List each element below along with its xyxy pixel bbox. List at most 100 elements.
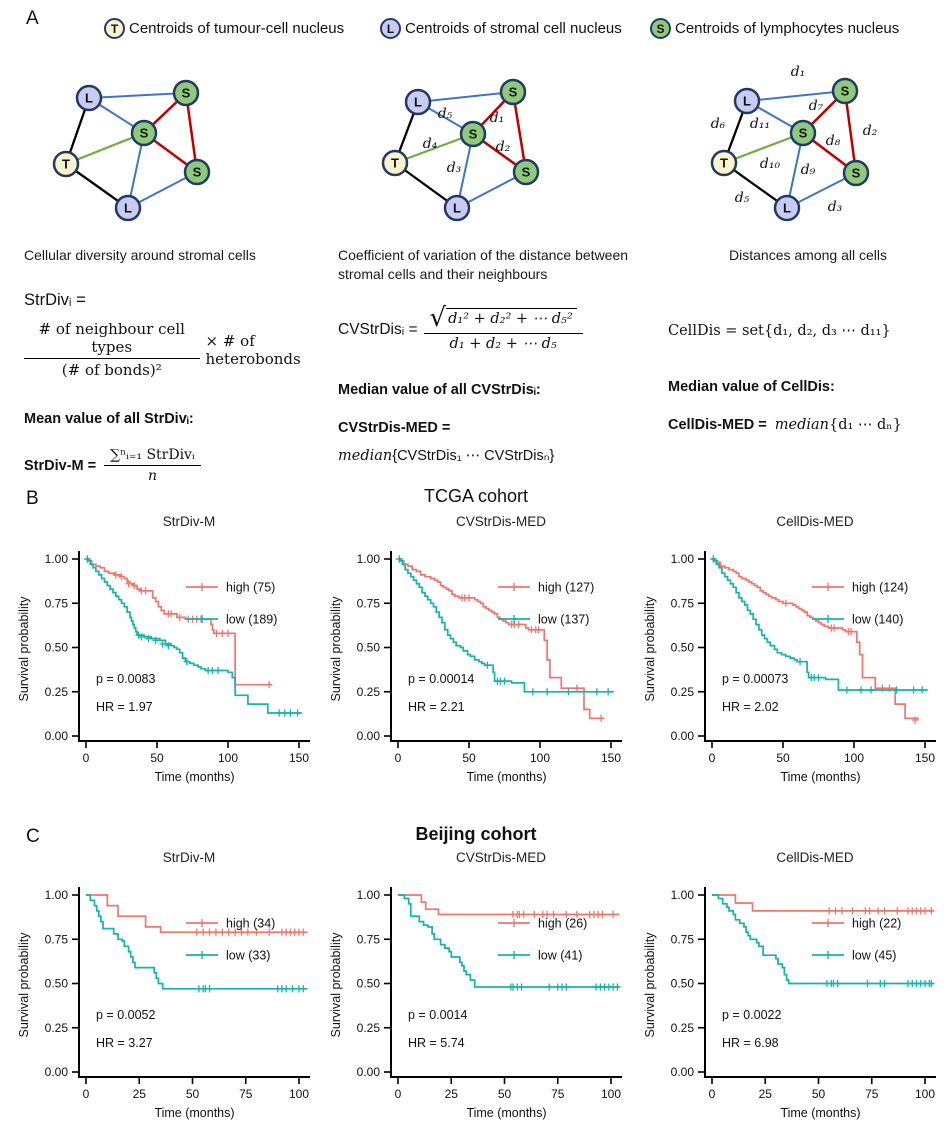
y-axis-label: Survival probability xyxy=(329,932,343,1038)
graph-node-S: S xyxy=(130,119,158,147)
y-tick-label: 0.25 xyxy=(45,1021,69,1035)
graph-edge-red xyxy=(843,90,858,174)
panel-c-label: C xyxy=(26,826,40,847)
x-tick-label: 100 xyxy=(844,751,864,765)
y-tick-label: 0.00 xyxy=(357,729,381,743)
y-tick-label: 1.00 xyxy=(45,552,69,566)
hazard-ratio-label: HR = 2.21 xyxy=(408,700,465,714)
y-tick-label: 0.00 xyxy=(45,1065,69,1079)
km-plot-beijing-strdiv: StrDiv-M 0.00 0.25 0.50 0.75 1.00 0 25 50 75 100 T… xyxy=(14,850,322,1144)
column-cvstrdis: Coefficient of variation of the distance… xyxy=(338,246,650,464)
graph-node-S: S xyxy=(499,78,527,106)
cell-graph-diagram-2: L S S T S Ld₅ d₁ d₄ d₂ d₃ xyxy=(381,78,540,222)
x-tick-label: 25 xyxy=(445,1087,459,1101)
legend-label-low: low (189) xyxy=(226,613,277,627)
agg-lhs: StrDiv-M = xyxy=(24,457,97,474)
celldis-agg-title: Median value of CellDis: xyxy=(668,379,835,395)
distance-label: d₁ xyxy=(490,110,505,126)
legend-item-lymphocyte: S Centroids of lymphocytes nucleus xyxy=(650,18,899,39)
y-tick-label: 0.75 xyxy=(671,596,695,610)
x-tick-label: 100 xyxy=(915,1087,935,1101)
celldis-formula: CellDis = set{d₁, d₂, d₃ ⋯ d₁₁} xyxy=(668,323,891,339)
y-axis-label: Survival probability xyxy=(17,596,31,702)
km-plot-title: StrDiv-M xyxy=(162,514,216,529)
km-plot-tcga-strdiv: StrDiv-M 0.00 0.25 0.50 0.75 1.00 0 50 100 150 Ti… xyxy=(14,514,322,808)
cvstrdis-definition-lhs: CVStrDisᵢ = xyxy=(338,321,418,338)
median-word: median xyxy=(338,448,393,464)
distance-label: d₅ xyxy=(438,106,453,122)
graph-node-S: S xyxy=(842,159,870,187)
svg-text:S: S xyxy=(469,127,478,142)
x-tick-label: 75 xyxy=(551,1087,565,1101)
graph-edge-blue xyxy=(88,92,187,99)
legend-label-low: low (137) xyxy=(538,613,589,627)
legend-item-stromal: L Centroids of stromal cell nucleus xyxy=(380,18,622,39)
y-tick-label: 0.00 xyxy=(45,729,69,743)
svg-text:S: S xyxy=(841,84,850,99)
svg-text:L: L xyxy=(453,201,461,216)
km-chart-tcga-strdiv: 0.00 0.25 0.50 0.75 1.00 0 50 100 150 Time (month… xyxy=(17,551,310,784)
distance-label: d₄ xyxy=(423,136,438,152)
y-axis-label: Survival probability xyxy=(329,596,343,702)
x-tick-label: 50 xyxy=(812,1087,826,1101)
x-tick-label: 0 xyxy=(709,751,716,765)
x-axis-label: Time (months) xyxy=(466,770,546,784)
graph-node-L: L xyxy=(733,87,761,115)
sqrt-icon: √ xyxy=(429,303,447,333)
y-tick-label: 0.25 xyxy=(45,685,69,699)
cvstrdis-agg-expr: median{CVStrDis₁ ⋯ CVStrDisₙ} xyxy=(338,448,650,464)
y-tick-label: 1.00 xyxy=(671,552,695,566)
formula-suffix: × # of heterobonds xyxy=(205,331,301,368)
svg-text:T: T xyxy=(391,156,399,171)
x-tick-label: 75 xyxy=(865,1087,879,1101)
y-tick-label: 0.25 xyxy=(671,685,695,699)
x-tick-label: 0 xyxy=(395,751,402,765)
y-axis-label: Survival probability xyxy=(17,932,31,1038)
km-plot-title: StrDiv-M xyxy=(162,850,216,865)
distance-label: d₅ xyxy=(735,190,750,206)
svg-text:S: S xyxy=(509,85,518,100)
p-value-label: p = 0.0022 xyxy=(722,1008,781,1022)
y-tick-label: 0.75 xyxy=(45,932,69,946)
cell-graph-diagram-3: L S S T S Ld₁ d₇ d₆ d₁₁ d₂ d₈ d₁₀ d₉ d₅ d₃ xyxy=(711,64,878,222)
legend-label-low: low (45) xyxy=(852,949,896,963)
km-curve-low xyxy=(712,894,934,985)
y-tick-label: 0.50 xyxy=(45,977,69,991)
graph-node-S: S xyxy=(831,77,859,105)
x-tick-label: 50 xyxy=(498,1087,512,1101)
km-chart-beijing-strdiv: 0.00 0.25 0.50 0.75 1.00 0 25 50 75 100 Time (mont… xyxy=(17,887,310,1120)
x-tick-label: 100 xyxy=(530,751,550,765)
cvstrdis-formula: CVStrDisᵢ = √ d₁² + d₂² + ⋯ d₅² d₁ + d₂ +… xyxy=(338,303,650,352)
y-axis-label: Survival probability xyxy=(643,596,657,702)
agg-lhs: CellDis-MED = xyxy=(668,417,767,433)
graph-node-L: L xyxy=(443,194,471,222)
graph-node-S: S xyxy=(789,119,817,147)
legend-label-high: high (34) xyxy=(226,917,275,931)
p-value-label: p = 0.00073 xyxy=(722,672,788,686)
x-axis-label: Time (months) xyxy=(154,1106,234,1120)
graph-node-L: L xyxy=(773,194,801,222)
hazard-ratio-label: HR = 6.98 xyxy=(722,1036,779,1050)
km-plot-beijing-cvstrdis: CVStrDis-MED 0.00 0.25 0.50 0.75 1.00 0 25 50 75… xyxy=(326,850,634,1144)
hazard-ratio-label: HR = 2.02 xyxy=(722,700,779,714)
y-tick-label: 0.50 xyxy=(357,641,381,655)
distance-label: d₃ xyxy=(828,199,843,215)
km-curve-low xyxy=(86,894,308,990)
svg-text:T: T xyxy=(720,156,728,171)
legend-label-high: high (124) xyxy=(852,581,908,595)
svg-text:L: L xyxy=(124,201,132,216)
hazard-ratio-label: HR = 1.97 xyxy=(96,700,153,714)
x-tick-label: 0 xyxy=(83,751,90,765)
agg-numerator: ∑ⁿᵢ₌₁ StrDivᵢ xyxy=(104,447,201,466)
graph-node-L: L xyxy=(114,194,142,222)
km-chart-tcga-celldis: 0.00 0.25 0.50 0.75 1.00 0 50 100 150 Time (month… xyxy=(643,551,936,784)
x-tick-label: 50 xyxy=(186,1087,200,1101)
cell-graph-diagram-1: L S S T S L xyxy=(52,79,211,222)
median-set: {d₁ ⋯ dₙ} xyxy=(828,417,902,433)
panel-b-label: B xyxy=(26,488,39,509)
x-axis-label: Time (months) xyxy=(466,1106,546,1120)
y-tick-label: 0.25 xyxy=(357,685,381,699)
legend-label-high: high (26) xyxy=(538,917,587,931)
graph-edge-red xyxy=(184,92,199,173)
